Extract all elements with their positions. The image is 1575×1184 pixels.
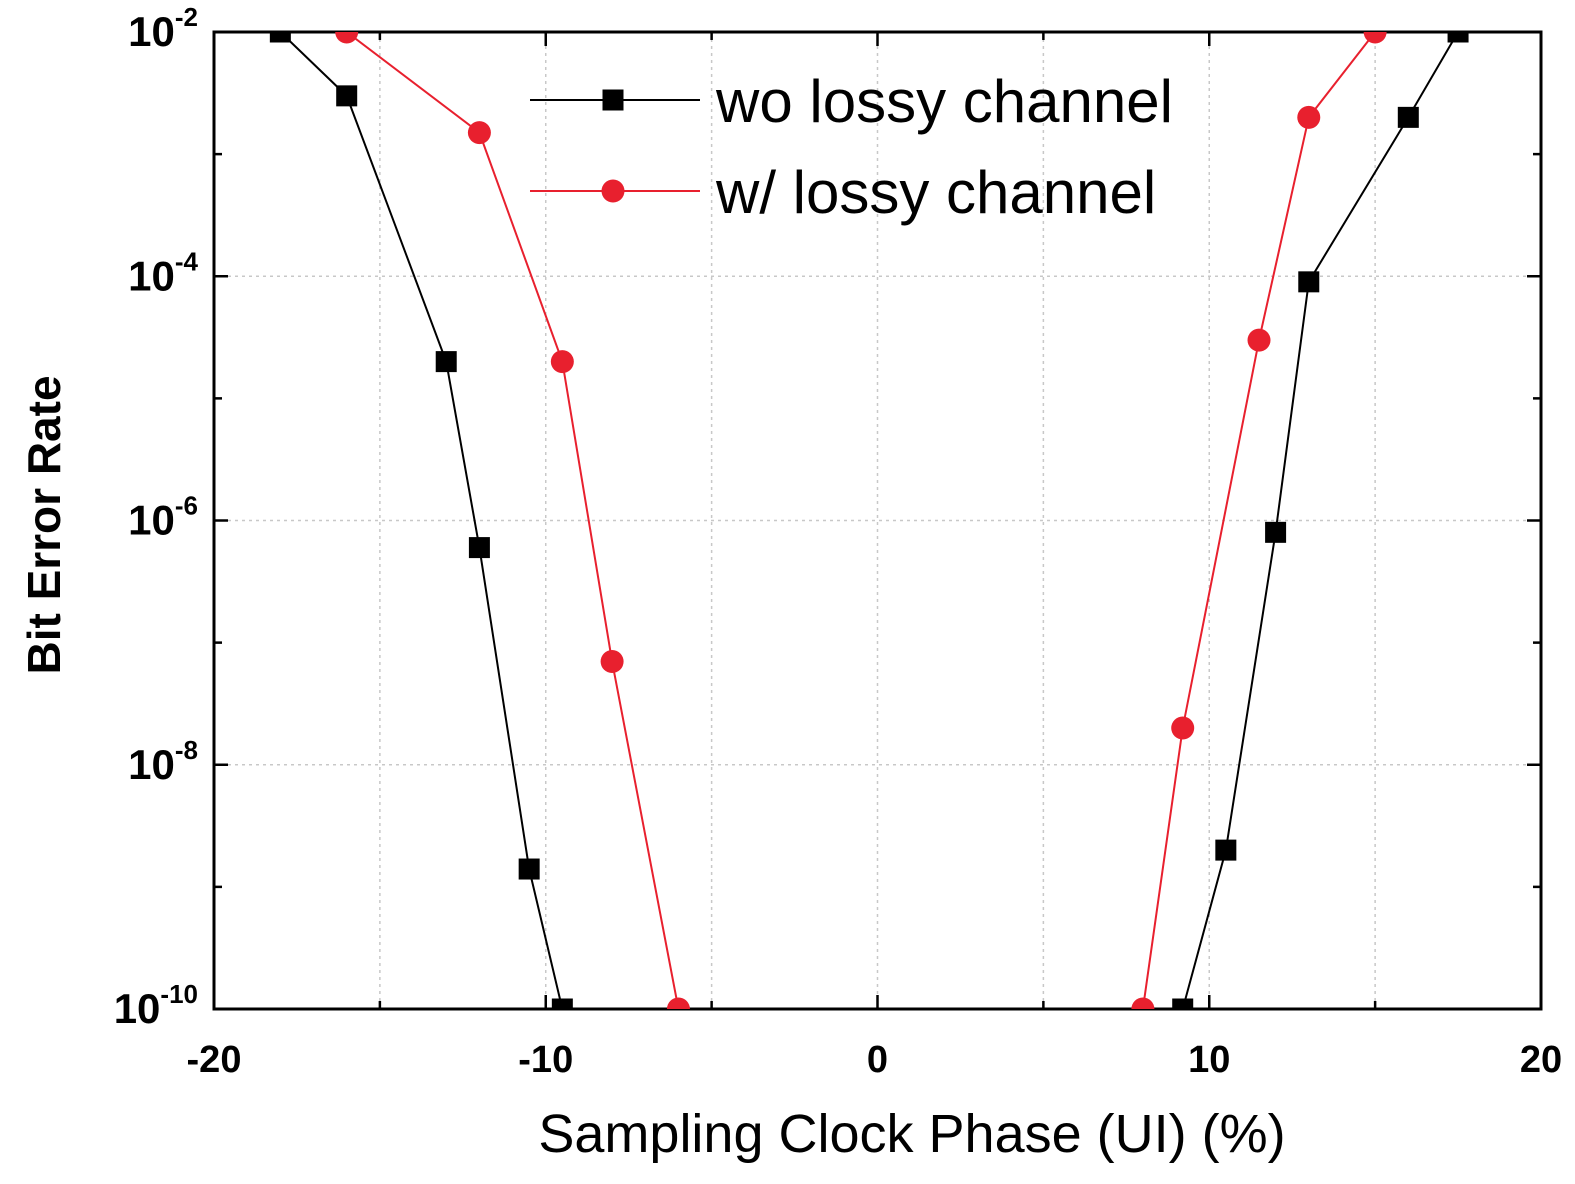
data-point [1172,998,1194,1009]
y-axis-title: Bit Error Rate [18,375,70,674]
y-tick-exponent: -6 [175,491,198,521]
series-layer [269,32,1469,1009]
x-tick-label: -20 [187,1039,242,1081]
x-tick-label: 20 [1520,1039,1562,1081]
axis-ticks [212,30,1543,1011]
data-point [435,351,457,373]
x-tick-label: 0 [867,1039,888,1081]
legend-label: wo lossy channel [715,68,1173,135]
y-tick-base: 10 [128,741,175,788]
y-tick-exponent: -2 [175,2,198,32]
data-point [1297,105,1321,129]
series-2 [335,32,1387,1009]
series-line [1141,32,1380,1009]
x-tick-labels: -20 -10 0 10 20 [187,1039,1563,1081]
data-point [551,998,573,1009]
data-point [1363,32,1387,44]
y-tick-exponent: -10 [160,979,198,1009]
y-tick-label: 10-4 [128,246,198,299]
y-tick-labels: 10-210-410-610-810-10 [114,2,199,1032]
data-point [269,32,291,43]
legend: wo lossy channel w/ lossy channel [530,68,1173,226]
data-point [600,650,624,674]
data-point [336,85,358,107]
x-axis-title: Sampling Clock Phase (UI) (%) [538,1104,1285,1164]
data-point [1447,32,1469,43]
data-point [1131,997,1155,1009]
data-point [467,121,491,145]
legend-marker [602,89,624,111]
y-tick-exponent: -8 [175,735,198,765]
y-tick-base: 10 [128,252,175,299]
data-point [1298,271,1320,293]
y-tick-base: 10 [114,985,161,1032]
y-tick-exponent: -4 [175,246,199,276]
grid-lines [214,32,1541,1009]
data-point [468,537,490,559]
data-point [518,858,540,880]
legend-marker [601,179,625,203]
y-tick-label: 10-6 [128,491,198,544]
data-point [335,32,359,44]
data-point [1171,716,1195,740]
y-tick-base: 10 [128,497,175,544]
data-point [550,350,574,374]
y-tick-label: 10-10 [114,979,198,1032]
y-tick-label: 10-2 [128,2,198,55]
data-point [666,997,690,1009]
y-tick-label: 10-8 [128,735,198,788]
series-1 [269,32,1469,1009]
data-point [1247,328,1271,352]
series-line [345,32,680,1009]
legend-label: w/ lossy channel [715,159,1156,226]
data-point [1397,106,1419,128]
series-line [279,32,564,1009]
series-line [1181,32,1459,1009]
data-point [1265,521,1287,543]
data-point [1215,839,1237,861]
y-tick-base: 10 [128,8,175,55]
x-tick-label: -10 [518,1039,573,1081]
x-tick-label: 10 [1188,1039,1230,1081]
